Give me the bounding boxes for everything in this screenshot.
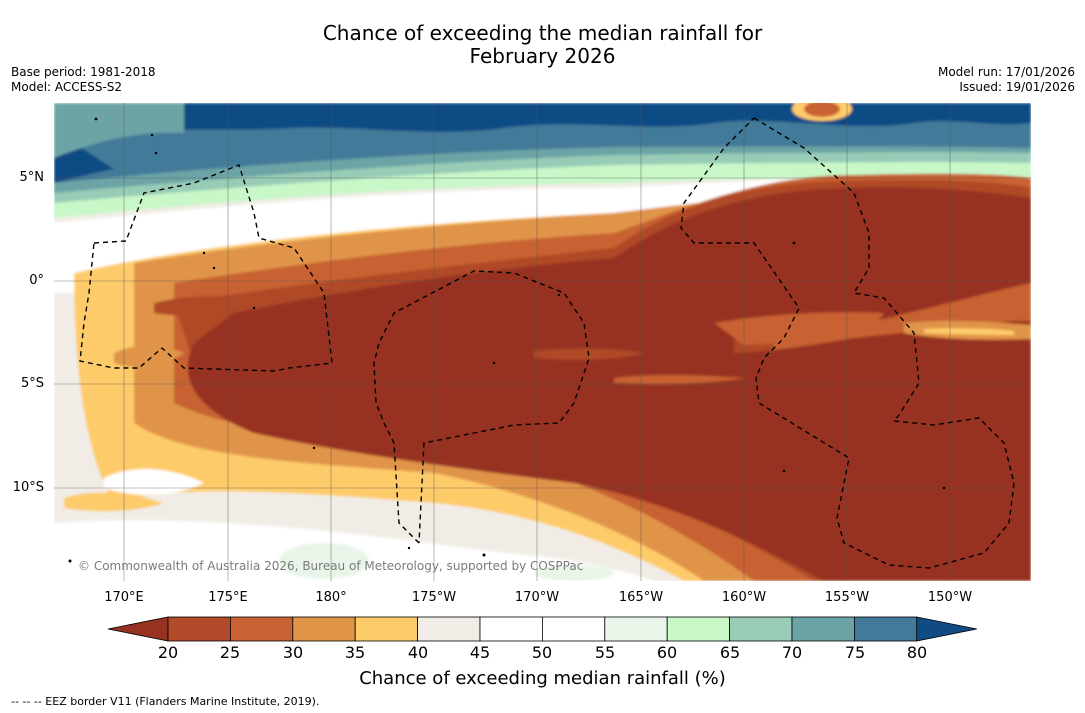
gridlines <box>54 103 1031 581</box>
model-name: Model: ACCESS-S2 <box>11 80 123 94</box>
colorbar-segment <box>292 616 356 642</box>
colorbar-segment <box>854 616 918 642</box>
eez-borders <box>79 117 1015 569</box>
colorbar-segment <box>542 616 606 642</box>
colorbar-segment <box>479 616 543 642</box>
colorbar-segment <box>604 616 668 642</box>
cb-tick-40: 40 <box>407 643 429 662</box>
eez-footnote: -- -- -- EEZ border V11 (Flanders Marine… <box>11 695 320 708</box>
cb-tick-75: 75 <box>844 643 866 662</box>
model-run: Model run: 17/01/2026 <box>937 65 1075 79</box>
colorbar-arrow-low <box>107 616 169 642</box>
lat-label-5s: 5°S <box>20 376 44 391</box>
cb-tick-55: 55 <box>594 643 616 662</box>
meta-right: Model run: 17/01/2026 Issued: 19/01/2026 <box>938 65 1075 95</box>
cb-tick-70: 70 <box>781 643 803 662</box>
cb-tick-20: 20 <box>157 643 179 662</box>
cb-tick-65: 65 <box>719 643 741 662</box>
lat-label-0: 0° <box>29 273 44 288</box>
colorbar <box>107 616 977 642</box>
title-line-2: February 2026 <box>469 44 616 68</box>
colorbar-segment <box>417 616 481 642</box>
cb-tick-35: 35 <box>344 643 366 662</box>
lon-label-165w: 165°W <box>618 590 664 605</box>
lon-label-180: 180° <box>315 590 347 605</box>
lon-label-155w: 155°W <box>824 590 870 605</box>
lon-label-150w: 150°W <box>927 590 973 605</box>
cb-tick-25: 25 <box>219 643 241 662</box>
lon-label-160w: 160°W <box>721 590 767 605</box>
cb-tick-60: 60 <box>656 643 678 662</box>
cb-tick-80: 80 <box>906 643 928 662</box>
colorbar-segment <box>666 616 731 642</box>
issued-date: Issued: 19/01/2026 <box>959 80 1075 94</box>
lat-label-5n: 5°N <box>19 170 45 185</box>
islands <box>68 117 946 563</box>
lat-label-10s: 10°S <box>12 480 44 495</box>
cb-tick-45: 45 <box>469 643 491 662</box>
colorbar-segment <box>229 616 294 642</box>
rainfall-map <box>54 103 1031 581</box>
chart-title: Chance of exceeding the median rainfall … <box>0 22 1085 68</box>
title-line-1: Chance of exceeding the median rainfall … <box>322 21 763 45</box>
meta-left: Base period: 1981-2018 Model: ACCESS-S2 <box>11 65 156 95</box>
cb-tick-30: 30 <box>282 643 304 662</box>
cb-tick-50: 50 <box>531 643 553 662</box>
lon-label-175e: 175°E <box>208 590 248 605</box>
copyright-notice: © Commonwealth of Australia 2026, Bureau… <box>78 559 584 573</box>
colorbar-segment <box>729 616 793 642</box>
colorbar-arrow-high <box>916 616 977 642</box>
base-period: Base period: 1981-2018 <box>11 65 156 79</box>
lon-label-170w: 170°W <box>514 590 560 605</box>
lon-label-170e: 170°E <box>104 590 144 605</box>
colorbar-segment <box>791 616 855 642</box>
colorbar-label: Chance of exceeding median rainfall (%) <box>359 668 726 689</box>
lon-label-175w: 175°W <box>411 590 457 605</box>
colorbar-segment <box>167 616 231 642</box>
colorbar-segment <box>354 616 419 642</box>
